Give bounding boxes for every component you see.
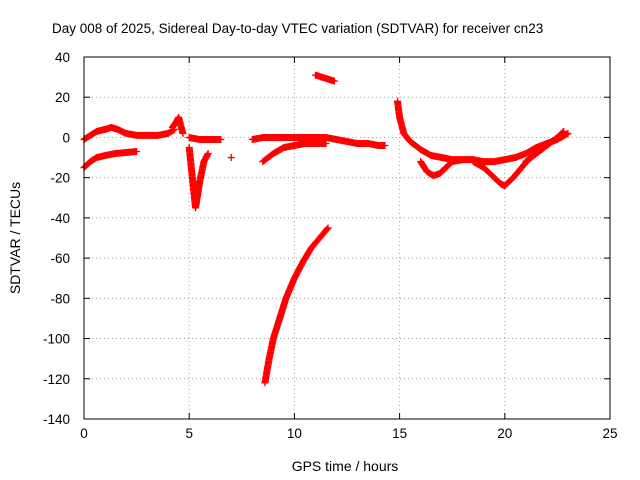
data-point-marker [261, 224, 332, 387]
axis-ticks: 0 5 10 15 20 25 -140 -120 -100 -80 -60 -40 -20 0 20 40 [43, 50, 618, 441]
series-track-dip-20h [469, 154, 534, 190]
y-tick-label: -60 [50, 251, 70, 266]
data-point-marker [393, 97, 572, 166]
y-tick-label: 40 [55, 50, 70, 65]
x-tick-label: 15 [392, 426, 407, 441]
series-track-high-11.5h [311, 71, 338, 85]
x-axis-label: GPS time / hours [292, 458, 399, 474]
series-track-drop-5h [185, 144, 212, 212]
x-tick-label: 20 [497, 426, 512, 441]
x-tick-label: 0 [80, 426, 88, 441]
y-tick-label: -100 [43, 332, 70, 347]
y-tick-label: -120 [43, 372, 70, 387]
data-marks [80, 71, 572, 387]
data-point-marker [227, 154, 235, 162]
y-tick-label: -40 [50, 211, 70, 226]
y-tick-label: 0 [62, 130, 70, 145]
series-track-mid-lower [259, 139, 330, 166]
y-tick-label: -20 [50, 171, 70, 186]
series-track-main-lower [80, 148, 141, 172]
x-tick-label: 10 [287, 426, 302, 441]
data-point-marker [80, 148, 141, 172]
grid [84, 57, 610, 419]
x-tick-label: 5 [185, 426, 193, 441]
series-track-main-upper [80, 123, 178, 143]
x-tick-label: 25 [602, 426, 617, 441]
y-axis-label: SDTVAR / TECUs [7, 182, 23, 294]
plot-frame [83, 56, 611, 420]
series-track-rise-22h [522, 127, 568, 166]
y-tick-label: 20 [55, 90, 70, 105]
series-track-isolated-7h [227, 154, 235, 162]
series-track-drop-15h [393, 97, 572, 166]
series-track-flat-6h [185, 133, 225, 143]
data-point-marker [522, 127, 568, 166]
data-point-marker [168, 113, 187, 137]
data-point-marker [417, 156, 467, 180]
series-track-spike-4.5h [168, 113, 187, 137]
data-point-marker [80, 123, 178, 143]
y-tick-label: -80 [50, 291, 70, 306]
y-tick-label: -140 [43, 412, 70, 427]
series-track-dive-8.7h [261, 224, 332, 387]
data-point-marker [185, 133, 225, 143]
data-point-marker [311, 71, 338, 85]
data-point-marker [185, 144, 212, 212]
data-point-marker [469, 154, 534, 190]
data-point-marker [248, 133, 389, 149]
chart-title: Day 008 of 2025, Sidereal Day-to-day VTE… [52, 21, 543, 36]
series-track-mid-flat [248, 133, 389, 149]
data-point-marker [259, 139, 330, 166]
series-track-loop-16.5h [417, 156, 467, 180]
